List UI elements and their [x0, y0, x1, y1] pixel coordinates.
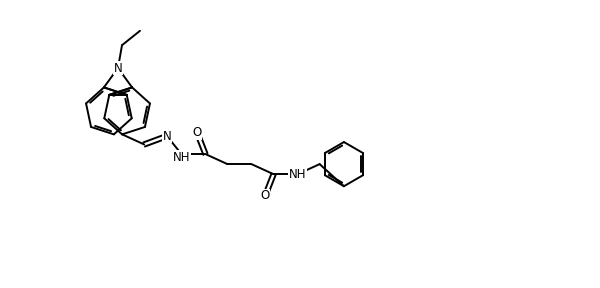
Text: N: N [163, 130, 172, 143]
Text: NH: NH [289, 168, 307, 181]
Text: N: N [113, 62, 122, 75]
Text: O: O [260, 189, 270, 202]
Text: NH: NH [173, 151, 190, 164]
Text: O: O [193, 126, 202, 139]
